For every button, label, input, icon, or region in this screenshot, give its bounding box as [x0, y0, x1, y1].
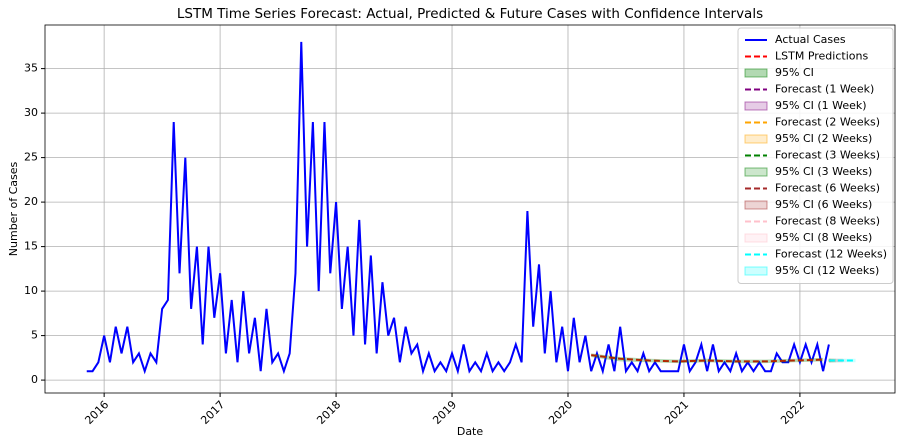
x-tick-label: 2016: [82, 398, 111, 427]
x-tick-label: 2022: [778, 398, 807, 427]
y-tick-label: 15: [24, 240, 38, 253]
legend-label: 95% CI: [775, 66, 814, 79]
x-axis-label: Date: [457, 425, 484, 438]
series-line: [591, 354, 824, 363]
y-axis-label: Number of Cases: [7, 162, 20, 257]
legend-label: Forecast (3 Weeks): [775, 149, 880, 162]
x-tick-label: 2019: [430, 398, 459, 427]
x-tick-label: 2017: [198, 398, 227, 427]
legend-label: Forecast (6 Weeks): [775, 182, 880, 195]
legend-label: 95% CI (2 Weeks): [775, 132, 872, 145]
ci-band: [828, 358, 856, 363]
chart-title: LSTM Time Series Forecast: Actual, Predi…: [177, 6, 763, 22]
x-tick-label: 2020: [546, 398, 575, 427]
legend-swatch: [744, 101, 768, 111]
legend-label: 95% CI (1 Week): [775, 99, 867, 112]
legend-label: Forecast (1 Week): [775, 83, 874, 96]
legend-swatch: [744, 266, 768, 276]
legend-swatch: [744, 167, 768, 177]
y-tick-label: 5: [31, 329, 38, 342]
plot-frame: [44, 24, 896, 394]
legend-box: [737, 27, 894, 284]
y-tick-label: 0: [31, 373, 38, 386]
legend-label: 95% CI (8 Weeks): [775, 231, 872, 244]
x-tick-label: 2018: [314, 398, 343, 427]
legend-label: Forecast (12 Weeks): [775, 248, 887, 261]
legend-swatch: [744, 68, 768, 78]
y-tick-label: 25: [24, 151, 38, 164]
legend-swatch: [744, 134, 768, 144]
legend-label: Forecast (2 Weeks): [775, 116, 880, 129]
y-tick-label: 30: [24, 106, 38, 119]
legend-label: 95% CI (6 Weeks): [775, 198, 872, 211]
legend-label: 95% CI (3 Weeks): [775, 165, 872, 178]
legend-label: LSTM Predictions: [775, 50, 868, 63]
legend-label: Forecast (8 Weeks): [775, 215, 880, 228]
legend-swatch: [744, 233, 768, 243]
ci-band: [591, 353, 824, 364]
y-tick-label: 10: [24, 284, 38, 297]
legend-label: Actual Cases: [775, 33, 846, 46]
x-tick-label: 2021: [662, 398, 691, 427]
legend: Actual Cases LSTM Predictions 95% CI Foreca…: [737, 27, 894, 284]
legend-label: 95% CI (12 Weeks): [775, 264, 879, 277]
legend-swatch: [744, 200, 768, 210]
series-line: [86, 41, 830, 376]
y-tick-label: 20: [24, 195, 38, 208]
y-tick-label: 35: [24, 62, 38, 75]
